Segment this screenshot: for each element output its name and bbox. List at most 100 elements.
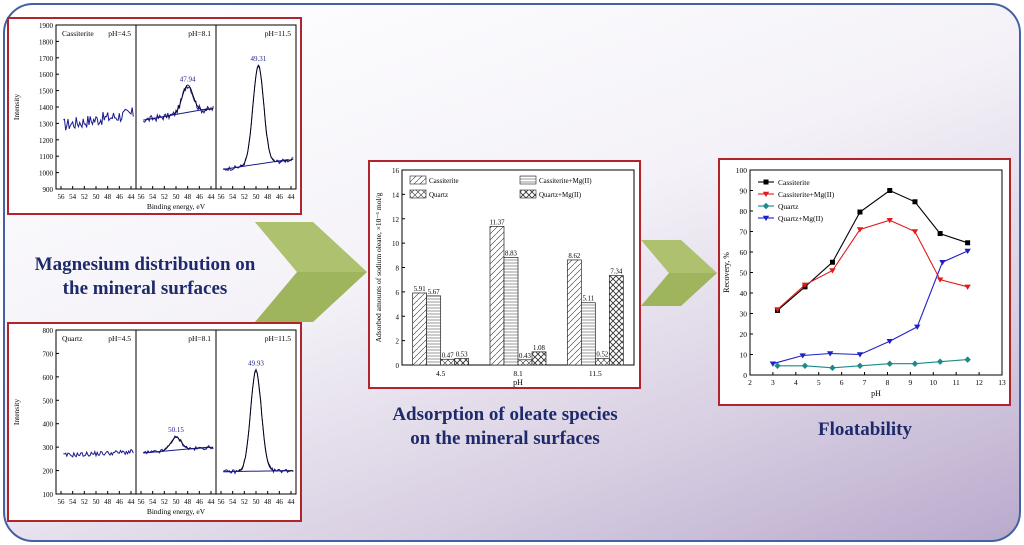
y-tick-label: 0 — [743, 371, 747, 380]
baseline-line — [143, 108, 209, 121]
x-tick-label: 46 — [196, 193, 204, 201]
y-tick-label: 6 — [396, 289, 400, 297]
x-tick-label: 44 — [208, 498, 216, 506]
x-tick-label: 50 — [93, 498, 101, 506]
x-tick-label: 6 — [840, 378, 844, 387]
y-tick-label: 900 — [43, 186, 54, 194]
legend-label: Cassiterite+Mg(II) — [539, 177, 592, 185]
y-tick-label: 600 — [43, 374, 54, 382]
x-tick-label: 46 — [276, 193, 284, 201]
series-line — [772, 250, 968, 365]
y-tick-label: 1700 — [39, 55, 54, 63]
data-point — [939, 260, 946, 266]
magnesium-caption: Magnesium distribution on the mineral su… — [34, 254, 256, 300]
x-tick-label: 13 — [998, 378, 1006, 387]
spectrum-line — [223, 368, 294, 475]
bar — [566, 259, 582, 366]
xps-quartz-panel: 100 200 300 400 500 600 700 800 Intensity 56 54 52 5… — [7, 322, 302, 522]
series-line — [777, 219, 968, 310]
ph-label: pH=8.1 — [188, 29, 211, 38]
data-point — [762, 215, 770, 221]
ph-label: pH=4.5 — [108, 334, 131, 343]
x-tick-label: 3 — [771, 378, 775, 387]
data-point — [886, 218, 893, 224]
spectrum-line — [63, 448, 134, 458]
data-point — [936, 358, 944, 365]
data-point — [762, 191, 770, 197]
x-axis-label: pH — [871, 389, 881, 398]
bar — [454, 358, 470, 366]
floatability-line-chart: 0 10 20 30 40 50 60 70 80 90 100 2 3 4 5 6 7 8 9 10 11 12 13 Re… — [722, 166, 1006, 398]
baseline-line — [223, 158, 289, 170]
ph-label: pH=11.5 — [265, 334, 291, 343]
bar — [594, 358, 610, 366]
legend-label: Cassiterite — [429, 177, 459, 185]
x-tick-label: 48 — [264, 498, 272, 506]
x-tick-label: 48 — [104, 193, 112, 201]
y-tick-label: 1300 — [39, 120, 54, 128]
data-point — [769, 361, 777, 367]
data-point — [965, 240, 971, 246]
data-point — [936, 277, 944, 283]
legend-swatch — [409, 189, 427, 199]
data-point — [762, 202, 770, 210]
y-tick-label: 4 — [396, 313, 400, 321]
y-tick-label: 16 — [392, 167, 400, 175]
data-point — [964, 356, 971, 363]
xps-cassiterite-panel: 900 1000 1100 1200 1300 1400 1500 1600 1700 1800 1… — [7, 17, 302, 215]
bar-value-label: 7.34 — [610, 269, 622, 276]
data-point — [856, 362, 864, 369]
x-tick-label: 44 — [208, 193, 216, 201]
x-tick-label: 56 — [218, 498, 226, 506]
ph-label: pH=11.5 — [265, 29, 291, 38]
x-tick-label: 48 — [184, 193, 192, 201]
y-tick-label: 12 — [392, 216, 400, 224]
y-tick-label: 2 — [396, 338, 400, 346]
data-point — [829, 268, 836, 274]
x-tick-label: 8 — [886, 378, 890, 387]
xps-cassiterite-chart: 900 1000 1100 1200 1300 1400 1500 1600 1700 1800 1… — [12, 22, 297, 211]
x-tick-label: 52 — [241, 193, 249, 201]
peak-label: 50.15 — [168, 426, 184, 434]
y-tick-label: 10 — [740, 351, 748, 360]
bar-value-label: 0.53 — [456, 352, 468, 359]
bar-value-label: 8.62 — [568, 253, 580, 260]
bar-value-label: 1.08 — [533, 345, 545, 352]
y-tick-label: 40 — [740, 289, 748, 298]
arrow-right-icon — [255, 222, 367, 322]
bar-value-label: 0.43 — [519, 353, 531, 360]
data-point — [763, 179, 769, 185]
bar — [503, 257, 519, 366]
adsorption-caption: Adsorption of oleate species on the mine… — [392, 404, 618, 450]
data-point — [886, 338, 893, 345]
data-point — [887, 188, 893, 193]
bar — [489, 226, 505, 366]
fitted-peak-line — [223, 65, 294, 170]
y-tick-label: 1000 — [39, 170, 54, 178]
fitted-peak-line — [223, 369, 294, 473]
x-tick-label: 56 — [138, 498, 146, 506]
x-axis-label: pH — [513, 378, 523, 387]
data-point — [799, 353, 806, 359]
ph-label: pH=8.1 — [188, 334, 211, 343]
data-point — [964, 248, 971, 254]
x-tick-label: 4.5 — [436, 369, 446, 378]
legend-swatch — [409, 175, 427, 185]
y-tick-label: 0 — [396, 362, 400, 370]
x-tick-label: 52 — [161, 498, 169, 506]
bar — [440, 358, 456, 366]
legend-label: Quartz+Mg(II) — [778, 214, 824, 223]
data-point — [857, 209, 863, 215]
data-point — [912, 199, 918, 205]
y-tick-label: 100 — [43, 491, 54, 499]
x-tick-label: 44 — [128, 193, 136, 201]
x-tick-label: 50 — [253, 193, 261, 201]
legend-swatch — [519, 189, 537, 199]
x-tick-label: 56 — [218, 193, 226, 201]
data-point — [964, 284, 971, 290]
y-tick-label: 1500 — [39, 88, 54, 96]
x-tick-label: 54 — [229, 498, 237, 506]
bar-value-label: 11.37 — [489, 219, 505, 226]
peak-label: 49.31 — [250, 55, 266, 63]
x-tick-label: 48 — [104, 498, 112, 506]
